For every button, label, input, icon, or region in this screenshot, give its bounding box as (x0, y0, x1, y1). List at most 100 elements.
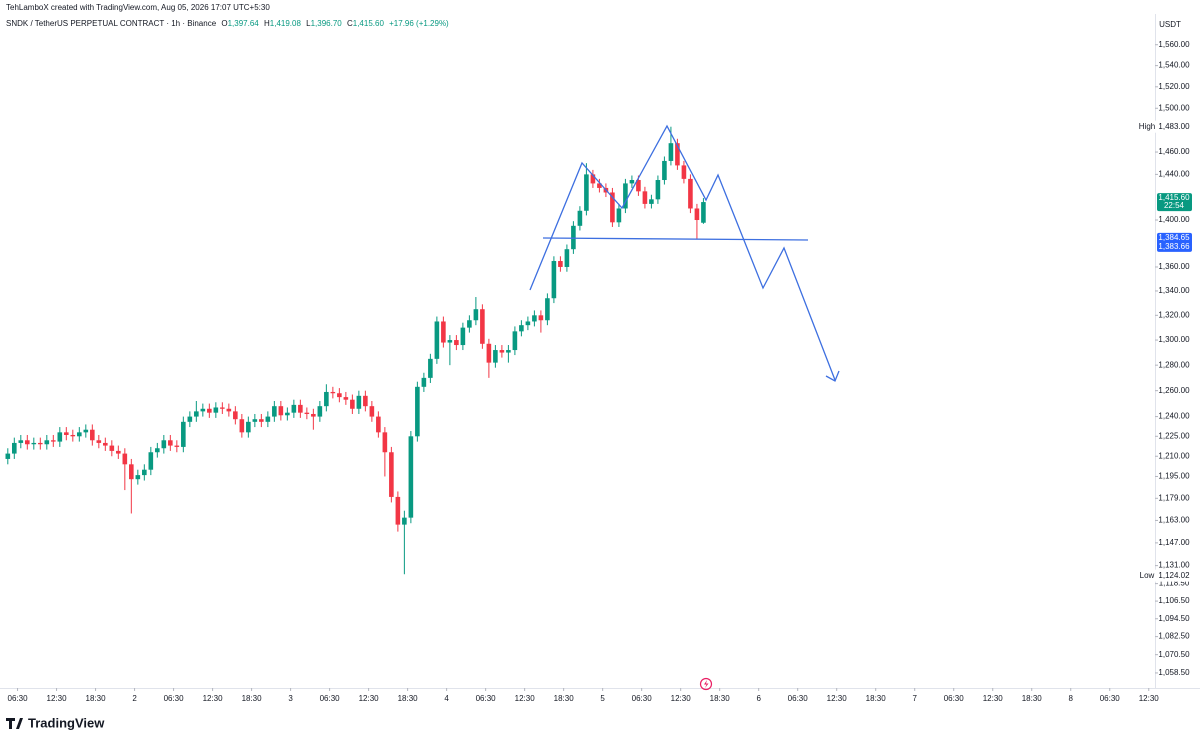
y-tick-label: 1,058.50 (1158, 668, 1190, 677)
candle-body (668, 143, 674, 161)
candle-body (642, 191, 648, 204)
candle-body (330, 391, 336, 394)
candle-body (317, 406, 323, 417)
y-tick-label: 1,520.00 (1158, 82, 1190, 91)
y-tick-label: 1,210.00 (1158, 451, 1190, 460)
neckline (542, 237, 809, 241)
candle-body (161, 440, 167, 449)
candle-body (629, 180, 635, 184)
x-tick-label: 06:30 (632, 694, 653, 703)
x-tick-label: 3 (288, 694, 293, 703)
x-tick-label: 18:30 (710, 694, 731, 703)
y-tick-label: 1,147.00 (1158, 538, 1190, 547)
countdown: 22:54 (1164, 201, 1185, 210)
candle-body (434, 321, 440, 359)
h-value: 1,419.08 (270, 19, 302, 28)
replay-icon[interactable] (699, 677, 713, 691)
candle-body (584, 174, 589, 211)
x-tick-label: 18:30 (554, 694, 575, 703)
candle-body (636, 180, 641, 192)
x-tick-label: 06:30 (788, 694, 809, 703)
candle-body (298, 404, 303, 413)
logo-text: TradingView (28, 715, 105, 730)
candle-body (415, 386, 420, 437)
x-tick-label: 8 (1069, 694, 1074, 703)
x-tick-label: 06:30 (944, 694, 965, 703)
o-label: O (221, 19, 227, 28)
candle-body (25, 440, 30, 445)
y-tick-label: 1,460.00 (1158, 147, 1190, 156)
candle-body (486, 343, 492, 363)
line-price-label: 1,383.66 (1158, 242, 1190, 251)
x-tick-label: 06:30 (164, 694, 185, 703)
candle-body (564, 249, 570, 267)
x-tick-label: 5 (600, 694, 605, 703)
candle-body (460, 327, 466, 346)
candle-body (343, 397, 349, 400)
arrow-head (825, 370, 840, 382)
candle-body (304, 412, 310, 414)
candle-body (428, 358, 433, 378)
candle-body (233, 411, 238, 420)
y-tick-label: 1,195.00 (1158, 472, 1190, 481)
candle-body (278, 406, 284, 416)
x-tick-label: 12:30 (983, 694, 1004, 703)
x-tick-label: 06:30 (8, 694, 29, 703)
y-tick-label: 1,540.00 (1158, 61, 1190, 70)
x-tick-label: 18:30 (398, 694, 419, 703)
candle-body (135, 475, 141, 480)
candle-body (77, 432, 82, 437)
candle-body (109, 445, 115, 451)
x-tick-label: 7 (912, 694, 917, 703)
candle-body (532, 315, 537, 322)
candle-body (499, 350, 505, 353)
candle-body (493, 350, 498, 363)
candle-body (129, 464, 134, 480)
candle-body (597, 183, 602, 188)
candle-body (480, 309, 485, 344)
candle-body (44, 440, 50, 445)
y-tick-label: 1,070.50 (1158, 650, 1190, 659)
candle-body (324, 391, 329, 407)
icon-bolt (704, 680, 709, 688)
candles (5, 126, 706, 575)
candle-body (655, 180, 661, 200)
candle-body (96, 440, 102, 443)
y-tick-label: 1,440.00 (1158, 169, 1190, 178)
candle-body (590, 174, 596, 184)
candle-body (506, 350, 511, 353)
candle-body (174, 445, 180, 447)
candle-body (64, 432, 69, 435)
last-price-box (1157, 193, 1192, 212)
candle-body (181, 421, 186, 447)
x-tick-label: 12:30 (827, 694, 848, 703)
logo[interactable]: TradingView (6, 715, 105, 730)
x-tick-label: 18:30 (866, 694, 887, 703)
candle-body (5, 453, 11, 459)
candle-body (421, 377, 427, 387)
candle-body (90, 429, 95, 441)
y-tick-label: 1,163.00 (1158, 516, 1190, 525)
x-tick-label: 12:30 (1139, 694, 1160, 703)
y-tick-label: 1,240.00 (1158, 412, 1190, 421)
candle-body (148, 452, 154, 470)
candle-body (265, 416, 271, 422)
candle-body (194, 411, 199, 417)
y-tick-label: 1,320.00 (1158, 310, 1190, 319)
candle-body (311, 413, 316, 417)
x-tick-label: 18:30 (1022, 694, 1043, 703)
c-value: 1,415.60 (353, 19, 385, 28)
x-tick-label: 06:30 (320, 694, 341, 703)
candle-body (155, 448, 160, 453)
candle-body (239, 419, 245, 433)
candle-body (649, 199, 654, 204)
last-price-label: 1,415.60 (1158, 193, 1190, 202)
candle-body (441, 321, 446, 343)
x-tick-label: 6 (756, 694, 761, 703)
x-tick-label: 4 (444, 694, 449, 703)
candle-body (246, 421, 251, 433)
change: +17.96 (+1.29%) (389, 19, 449, 28)
candle-body (681, 165, 687, 179)
candle-body (51, 440, 56, 442)
